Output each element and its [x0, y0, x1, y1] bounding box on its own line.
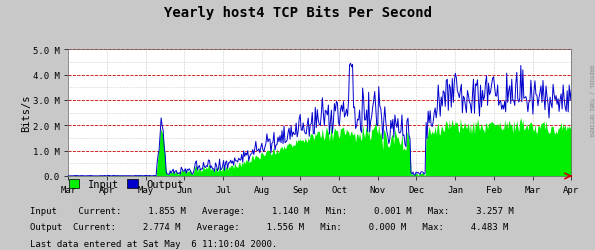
- Y-axis label: Bits/s: Bits/s: [21, 94, 31, 132]
- Text: Output  Current:     2.774 M   Average:     1.556 M   Min:     0.000 M   Max:   : Output Current: 2.774 M Average: 1.556 M…: [30, 222, 508, 232]
- Legend: Input, Output: Input, Output: [65, 175, 187, 194]
- Text: Input    Current:     1.855 M   Average:     1.140 M   Min:     0.001 M   Max:  : Input Current: 1.855 M Average: 1.140 M …: [30, 206, 513, 215]
- Text: Yearly host4 TCP Bits Per Second: Yearly host4 TCP Bits Per Second: [164, 6, 431, 20]
- Text: Last data entered at Sat May  6 11:10:04 2000.: Last data entered at Sat May 6 11:10:04 …: [30, 239, 277, 248]
- Text: RRDTOOL / TOBI OETIKER: RRDTOOL / TOBI OETIKER: [588, 64, 593, 136]
